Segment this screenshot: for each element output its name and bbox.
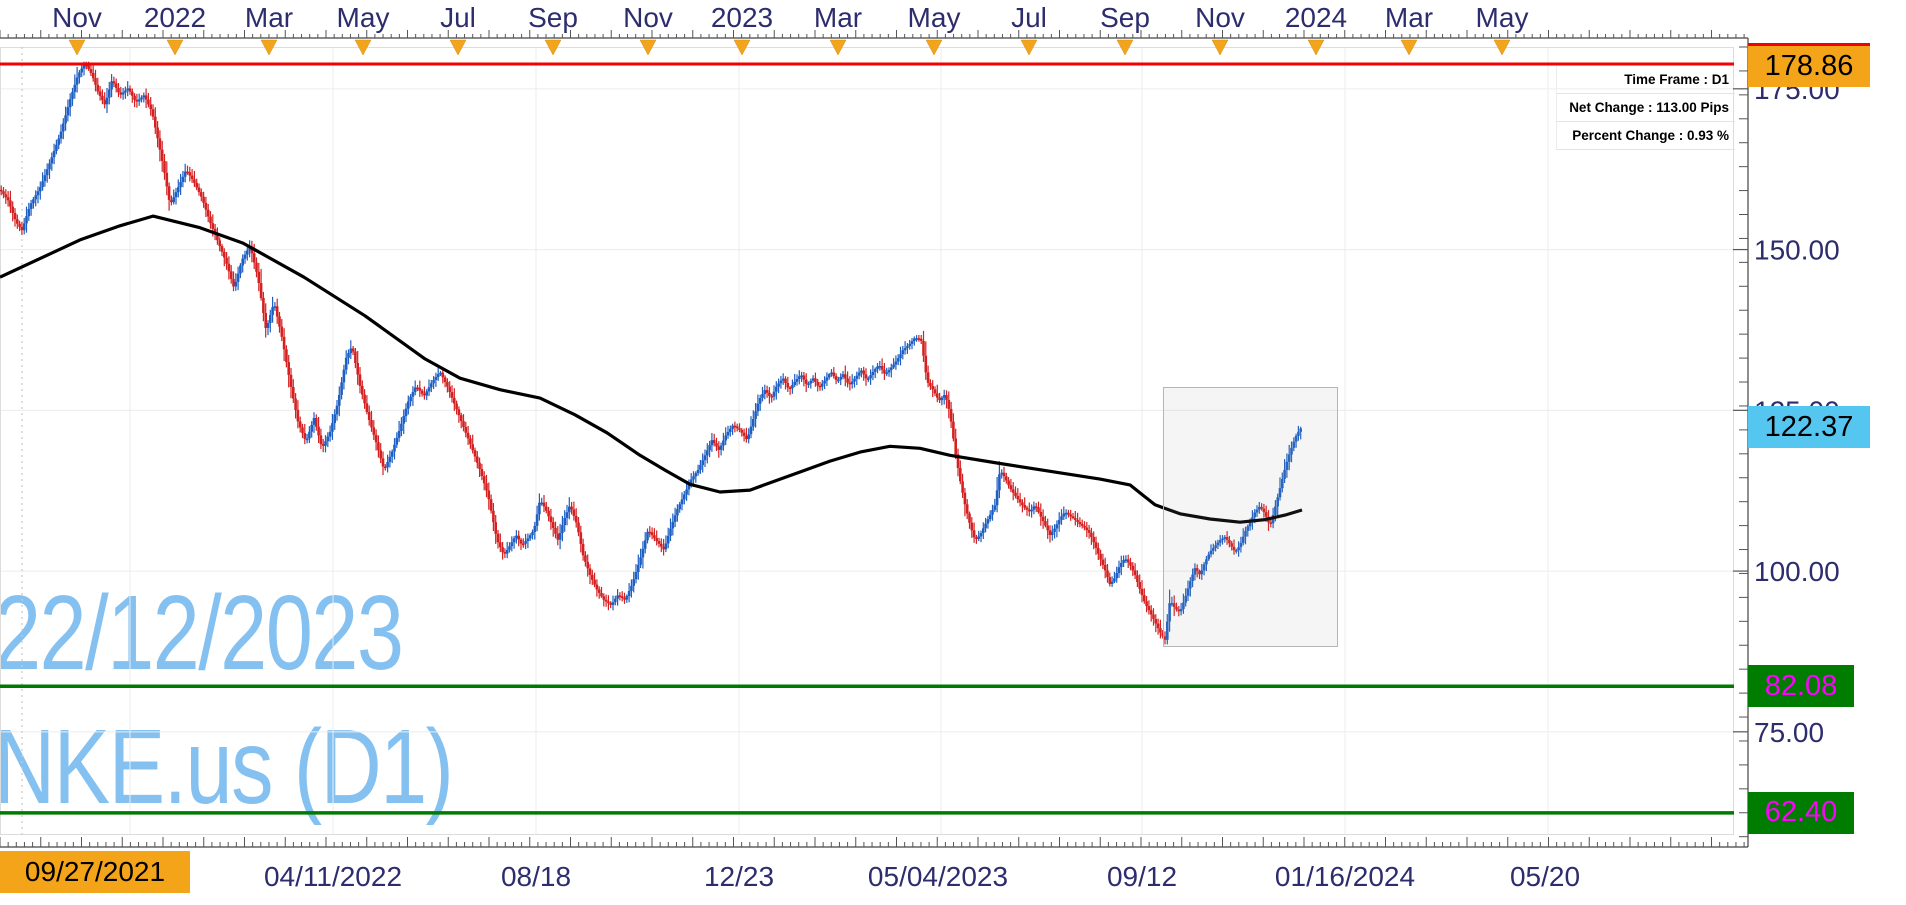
top-axis-month-label: Nov bbox=[1195, 2, 1245, 33]
moving-average-line[interactable] bbox=[0, 214, 1303, 524]
month-marker-icon bbox=[260, 39, 278, 56]
month-marker-icon bbox=[449, 39, 467, 56]
top-axis-month-label: Sep bbox=[1100, 2, 1150, 33]
bottom-axis-date-label: 01/16/2024 bbox=[1275, 861, 1415, 892]
candles bbox=[0, 61, 1302, 645]
right-axis-price-label: 75.00 bbox=[1754, 717, 1824, 748]
month-marker-icon bbox=[1116, 39, 1134, 56]
top-axis-month-label: Jul bbox=[440, 2, 476, 33]
selection-box[interactable] bbox=[1163, 387, 1338, 647]
price-label-resistance: 178.86 bbox=[1748, 43, 1870, 87]
month-marker-icon bbox=[829, 39, 847, 56]
month-marker-icon bbox=[1211, 39, 1229, 56]
month-marker-icon bbox=[639, 39, 657, 56]
top-axis-month-label: Mar bbox=[245, 2, 293, 33]
month-marker-icon bbox=[166, 39, 184, 56]
top-axis-month-label: 2024 bbox=[1285, 2, 1347, 33]
info-panel: Time Frame : D1 Net Change : 113.00 Pips… bbox=[1556, 66, 1735, 150]
top-axis-month-label: May bbox=[337, 2, 390, 33]
right-axis-price-label: 150.00 bbox=[1754, 235, 1840, 266]
month-marker-icon bbox=[354, 39, 372, 56]
price-label-support-2: 62.40 bbox=[1748, 791, 1854, 834]
bottom-axis-date-label: 04/11/2022 bbox=[264, 861, 402, 892]
month-marker-icon bbox=[925, 39, 943, 56]
top-axis-month-label: Mar bbox=[1385, 2, 1433, 33]
bottom-axis-date-label: 12/23 bbox=[704, 861, 774, 892]
bottom-axis-date-label: 05/20 bbox=[1510, 861, 1580, 892]
info-net-change: Net Change : 113.00 Pips bbox=[1557, 94, 1735, 122]
bottom-axis-date-label: 08/18 bbox=[501, 861, 571, 892]
top-axis-month-label: Mar bbox=[814, 2, 862, 33]
info-timeframe: Time Frame : D1 bbox=[1557, 66, 1735, 94]
top-axis-month-label: May bbox=[908, 2, 961, 33]
top-axis-month-label: Nov bbox=[623, 2, 673, 33]
info-percent-change: Percent Change : 0.93 % bbox=[1557, 122, 1735, 150]
bottom-axis-date-label: 09/12 bbox=[1107, 861, 1177, 892]
bottom-axis-date-label: 05/04/2023 bbox=[868, 861, 1008, 892]
top-axis-month-label: Sep bbox=[528, 2, 578, 33]
price-label-support-1: 82.08 bbox=[1748, 665, 1854, 708]
top-axis-month-label: 2023 bbox=[711, 2, 773, 33]
month-marker-icon bbox=[733, 39, 751, 56]
month-marker-icon bbox=[1493, 39, 1511, 56]
top-axis-month-label: Nov bbox=[52, 2, 102, 33]
month-marker-icon bbox=[1020, 39, 1038, 56]
date-label-highlight: 09/27/2021 bbox=[0, 851, 190, 893]
top-axis-month-label: 2022 bbox=[144, 2, 206, 33]
watermark-date: 22/12/2023 bbox=[0, 574, 404, 692]
top-axis-month-label: May bbox=[1476, 2, 1529, 33]
month-marker-icon bbox=[68, 39, 86, 56]
plot-border bbox=[0, 47, 1734, 835]
top-axis-month-label: Jul bbox=[1011, 2, 1047, 33]
month-marker-icon bbox=[1400, 39, 1418, 56]
price-label-last: 122.37 bbox=[1748, 406, 1870, 449]
right-axis-price-label: 100.00 bbox=[1754, 556, 1840, 587]
month-marker-icon bbox=[544, 39, 562, 56]
month-marker-icon bbox=[1307, 39, 1325, 56]
